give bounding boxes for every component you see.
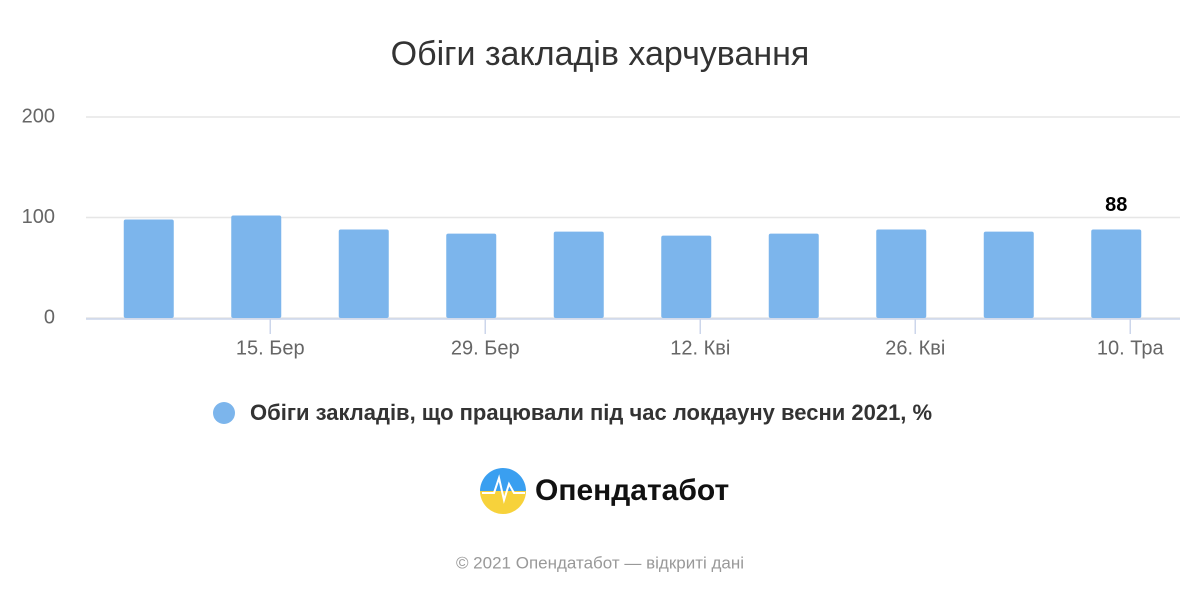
y-tick-label: 100 xyxy=(22,206,55,228)
x-tick-label: 12. Кві xyxy=(670,337,730,359)
x-tick-label: 26. Кві xyxy=(885,337,945,359)
bar xyxy=(661,235,712,318)
legend: Обіги закладів, що працювали під час лок… xyxy=(213,400,932,425)
logo-icon xyxy=(480,468,526,514)
chart-title: Обіги закладів харчування xyxy=(391,35,810,73)
x-tick-label: 15. Бер xyxy=(236,337,305,359)
data-label: 88 xyxy=(1105,194,1127,216)
x-tick-label: 10. Тра xyxy=(1097,337,1165,359)
bar xyxy=(553,231,604,318)
logo-pulse xyxy=(482,474,525,504)
footer: © 2021 Опендатабот — відкриті дані xyxy=(456,553,744,572)
bar xyxy=(1091,229,1142,318)
bar xyxy=(123,219,174,318)
bar xyxy=(338,229,389,318)
legend-symbol xyxy=(213,402,235,424)
bar xyxy=(876,229,927,318)
bar xyxy=(983,231,1034,318)
bar xyxy=(231,215,282,318)
y-tick-label: 200 xyxy=(22,105,55,127)
logo: Опендатабот xyxy=(480,468,729,514)
logo-text: Опендатабот xyxy=(535,474,729,507)
bar xyxy=(446,233,497,318)
x-tick-label: 29. Бер xyxy=(451,337,520,359)
bar xyxy=(768,233,819,318)
y-tick-label: 0 xyxy=(44,306,55,328)
legend-label[interactable]: Обіги закладів, що працювали під час лок… xyxy=(250,400,932,425)
